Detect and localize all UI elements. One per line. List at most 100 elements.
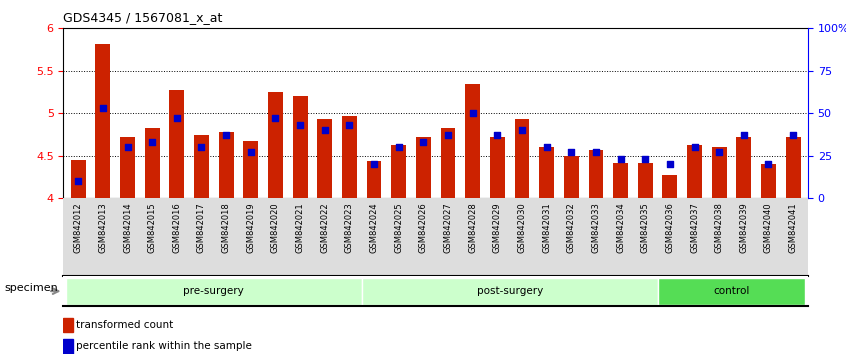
Point: [294, 122, 307, 128]
Point: [564, 149, 578, 155]
Bar: [194, 135, 209, 198]
Text: GSM842041: GSM842041: [788, 202, 798, 253]
Text: GSM842040: GSM842040: [764, 202, 773, 253]
Bar: [564, 156, 579, 198]
Point: [491, 132, 504, 138]
Text: GSM842034: GSM842034: [616, 202, 625, 253]
Bar: [662, 175, 678, 198]
Point: [416, 139, 430, 145]
Point: [737, 132, 750, 138]
Text: GSM842017: GSM842017: [197, 202, 206, 253]
Text: GSM842018: GSM842018: [222, 202, 231, 253]
Text: GSM842030: GSM842030: [518, 202, 526, 253]
Bar: [490, 137, 505, 198]
Point: [392, 144, 405, 150]
Bar: [244, 141, 258, 198]
Text: GSM842022: GSM842022: [321, 202, 329, 253]
Point: [343, 122, 356, 128]
Text: post-surgery: post-surgery: [476, 286, 543, 296]
Point: [269, 115, 283, 121]
Text: GDS4345 / 1567081_x_at: GDS4345 / 1567081_x_at: [63, 11, 222, 24]
Point: [466, 110, 480, 116]
Bar: [219, 132, 233, 198]
Point: [761, 161, 775, 167]
Text: GSM842012: GSM842012: [74, 202, 83, 253]
Point: [639, 156, 652, 162]
Text: GSM842035: GSM842035: [640, 202, 650, 253]
Text: GSM842026: GSM842026: [419, 202, 428, 253]
Text: GSM842031: GSM842031: [542, 202, 551, 253]
Text: GSM842021: GSM842021: [295, 202, 305, 253]
Text: GSM842015: GSM842015: [148, 202, 157, 253]
Point: [787, 132, 800, 138]
Point: [219, 132, 233, 138]
Text: transformed count: transformed count: [76, 320, 173, 330]
Bar: [687, 145, 702, 198]
Bar: [638, 162, 652, 198]
Bar: [120, 137, 135, 198]
Point: [318, 127, 332, 133]
Text: GSM842028: GSM842028: [468, 202, 477, 253]
Bar: [539, 147, 554, 198]
Bar: [465, 84, 480, 198]
Bar: [66, 278, 362, 305]
Text: GSM842019: GSM842019: [246, 202, 255, 253]
Text: GSM842039: GSM842039: [739, 202, 749, 253]
Point: [367, 161, 381, 167]
Bar: [268, 92, 283, 198]
Point: [589, 149, 602, 155]
Bar: [96, 44, 110, 198]
Text: pre-surgery: pre-surgery: [184, 286, 244, 296]
Bar: [416, 137, 431, 198]
Bar: [145, 128, 160, 198]
Text: GSM842024: GSM842024: [370, 202, 378, 253]
Bar: [317, 119, 332, 198]
Bar: [441, 128, 455, 198]
Bar: [63, 339, 73, 354]
Bar: [366, 161, 382, 198]
Point: [712, 149, 726, 155]
Text: GSM842027: GSM842027: [443, 202, 453, 253]
Point: [96, 105, 110, 111]
Bar: [589, 150, 603, 198]
Text: GSM842037: GSM842037: [690, 202, 699, 253]
Text: GSM842025: GSM842025: [394, 202, 404, 253]
Point: [244, 149, 257, 155]
Bar: [657, 278, 805, 305]
Text: GSM842036: GSM842036: [666, 202, 674, 253]
Bar: [169, 90, 184, 198]
Bar: [761, 164, 776, 198]
Text: GSM842020: GSM842020: [271, 202, 280, 253]
Point: [71, 178, 85, 184]
Text: GSM842016: GSM842016: [173, 202, 181, 253]
Bar: [736, 137, 751, 198]
Point: [663, 161, 677, 167]
Bar: [514, 119, 530, 198]
Text: GSM842023: GSM842023: [345, 202, 354, 253]
Point: [515, 127, 529, 133]
Point: [442, 132, 455, 138]
Text: percentile rank within the sample: percentile rank within the sample: [76, 341, 252, 352]
Text: specimen: specimen: [4, 282, 58, 293]
Bar: [613, 162, 628, 198]
Point: [121, 144, 135, 150]
Bar: [362, 278, 657, 305]
Point: [146, 139, 159, 145]
Text: GSM842014: GSM842014: [123, 202, 132, 253]
Text: GSM842032: GSM842032: [567, 202, 576, 253]
Text: GSM842029: GSM842029: [493, 202, 502, 253]
Point: [170, 115, 184, 121]
Bar: [293, 96, 307, 198]
Point: [614, 156, 628, 162]
Bar: [63, 318, 73, 332]
Text: GSM842033: GSM842033: [591, 202, 601, 253]
Point: [195, 144, 208, 150]
Bar: [392, 145, 406, 198]
Bar: [71, 160, 85, 198]
Bar: [786, 137, 800, 198]
Bar: [342, 116, 357, 198]
Bar: [711, 147, 727, 198]
Text: GSM842038: GSM842038: [715, 202, 723, 253]
Text: control: control: [713, 286, 750, 296]
Text: GSM842013: GSM842013: [98, 202, 107, 253]
